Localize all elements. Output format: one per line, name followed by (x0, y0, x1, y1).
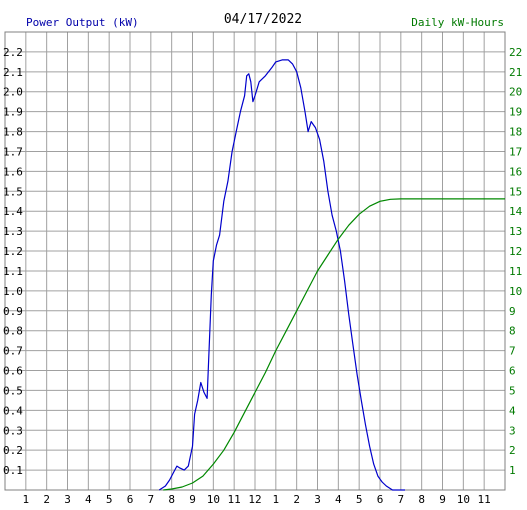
y-left-tick-label: 0.1 (3, 464, 23, 477)
y-right-tick-label: 13 (509, 225, 522, 238)
y-left-tick-label: 0.4 (3, 404, 23, 417)
x-tick-label: 11 (478, 493, 491, 506)
x-tick-label: 10 (207, 493, 220, 506)
right-axis-title: Daily kW-Hours (411, 16, 504, 29)
y-right-tick-label: 9 (509, 305, 516, 318)
x-tick-label: 12 (248, 493, 261, 506)
y-left-tick-label: 1.4 (3, 205, 23, 218)
x-tick-label: 7 (148, 493, 155, 506)
y-left-tick-label: 1.2 (3, 245, 23, 258)
y-left-tick-label: 1.9 (3, 106, 23, 119)
y-left-tick-label: 1.1 (3, 265, 23, 278)
x-tick-label: 8 (168, 493, 175, 506)
x-tick-label: 6 (377, 493, 384, 506)
series-lines (158, 59, 505, 491)
y-left-tick-label: 2.1 (3, 66, 23, 79)
series-line-power-kw (158, 59, 405, 491)
x-tick-label: 9 (189, 493, 196, 506)
series-line-daily-kwh (163, 198, 505, 491)
y-right-tick-label: 4 (509, 404, 516, 417)
plot-frame (4, 31, 506, 491)
y-left-tick-label: 1.7 (3, 145, 23, 158)
y-left-tick-label: 2.0 (3, 86, 23, 99)
x-tick-label: 10 (457, 493, 470, 506)
y-right-tick-label: 21 (509, 66, 522, 79)
tick-labels: 1 2 3 4 5 6 7 8 9 10 11 12 1 2 3 4 5 6 7 8 9 10 110.10.20.30.4… (3, 46, 523, 506)
y-right-tick-label: 12 (509, 245, 522, 258)
y-left-tick-label: 0.7 (3, 345, 23, 358)
y-right-tick-label: 11 (509, 265, 522, 278)
y-right-tick-label: 17 (509, 145, 522, 158)
x-tick-label: 2 (43, 493, 50, 506)
y-left-tick-label: 0.9 (3, 305, 23, 318)
y-right-tick-label: 7 (509, 345, 516, 358)
x-tick-label: 8 (418, 493, 425, 506)
x-tick-label: 1 (23, 493, 30, 506)
x-tick-label: 6 (127, 493, 134, 506)
x-tick-label: 7 (398, 493, 405, 506)
x-tick-label: 5 (106, 493, 113, 506)
x-tick-label: 3 (64, 493, 71, 506)
y-right-tick-label: 16 (509, 165, 522, 178)
x-tick-label: 1 (273, 493, 280, 506)
y-left-tick-label: 1.0 (3, 285, 23, 298)
y-right-tick-label: 19 (509, 106, 522, 119)
x-tick-label: 11 (228, 493, 241, 506)
y-left-tick-label: 0.3 (3, 424, 23, 437)
y-left-tick-label: 1.8 (3, 126, 23, 139)
y-left-tick-label: 0.5 (3, 384, 23, 397)
y-right-tick-label: 14 (509, 205, 523, 218)
y-right-tick-label: 5 (509, 384, 516, 397)
x-tick-label: 4 (335, 493, 342, 506)
x-tick-label: 2 (293, 493, 300, 506)
y-right-tick-label: 20 (509, 86, 522, 99)
x-tick-label: 3 (314, 493, 321, 506)
y-right-tick-label: 22 (509, 46, 522, 59)
y-left-tick-label: 0.8 (3, 325, 23, 338)
y-right-tick-label: 18 (509, 126, 522, 139)
y-left-tick-label: 1.3 (3, 225, 23, 238)
y-left-tick-label: 1.5 (3, 185, 23, 198)
y-right-tick-label: 3 (509, 424, 516, 437)
x-tick-label: 4 (85, 493, 92, 506)
y-right-tick-label: 8 (509, 325, 516, 338)
y-right-tick-label: 2 (509, 444, 516, 457)
x-tick-label: 5 (356, 493, 363, 506)
y-right-tick-label: 10 (509, 285, 522, 298)
y-right-tick-label: 15 (509, 185, 522, 198)
y-left-tick-label: 0.6 (3, 365, 23, 378)
x-tick-label: 9 (439, 493, 446, 506)
y-left-tick-label: 2.2 (3, 46, 23, 59)
grid (4, 31, 506, 491)
y-right-tick-label: 6 (509, 365, 516, 378)
left-axis-title: Power Output (kW) (26, 16, 139, 29)
chart-title: 04/17/2022 (224, 12, 302, 27)
y-left-tick-label: 0.2 (3, 444, 23, 457)
y-left-tick-label: 1.6 (3, 165, 23, 178)
y-right-tick-label: 1 (509, 464, 516, 477)
